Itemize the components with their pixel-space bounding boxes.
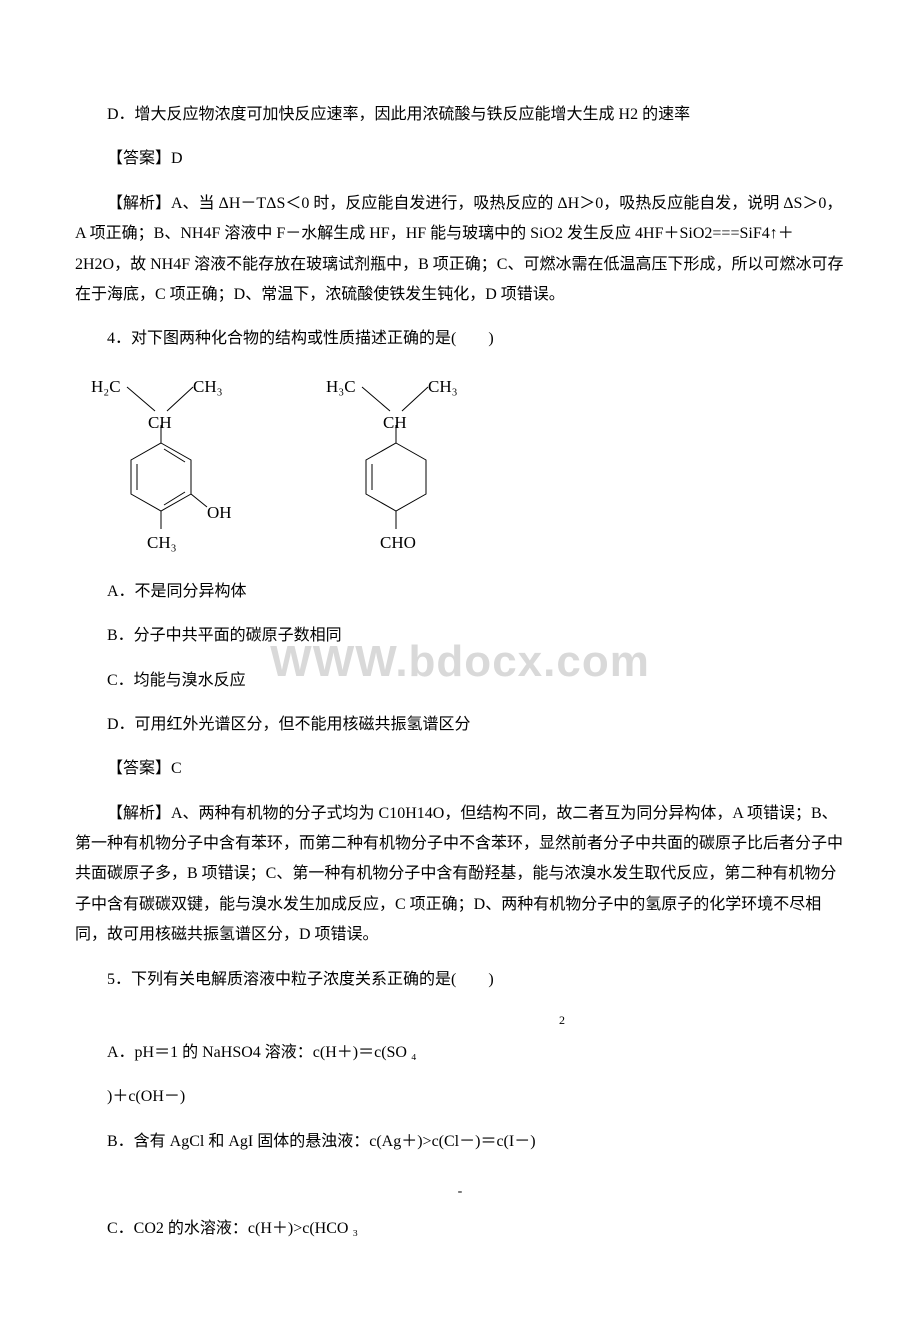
label-ch-2: CH (383, 407, 407, 439)
label-ch: CH (148, 407, 172, 439)
question-5: 5．下列有关电解质溶液中粒子浓度关系正确的是( ) (75, 965, 845, 995)
question-4: 4．对下图两种化合物的结构或性质描述正确的是( ) (75, 324, 845, 354)
answer-4: 【答案】C (75, 754, 845, 784)
q4-option-d: D．可用红外光谱区分，但不能用核磁共振氢谱区分 (75, 710, 845, 740)
q5-superscript-2: 2 (75, 1009, 565, 1032)
q4-option-b: B．分子中共平面的碳原子数相同 (75, 621, 845, 651)
answer-3: 【答案】D (75, 144, 845, 174)
structure-2: H₃C CH₃ CH CHO (320, 369, 490, 559)
label-h2c: H₂C (91, 371, 121, 403)
q5-option-b: B．含有 AgCl 和 AgI 固体的悬浊液：c(Ag＋)>c(Cl－)＝c(I… (75, 1127, 845, 1157)
q4-option-a: A．不是同分异构体 (75, 577, 845, 607)
structure-1: H₂C CH₃ CH OH CH₃ (85, 369, 255, 559)
q4-option-c: C．均能与溴水反应 (75, 666, 845, 696)
label-oh: OH (207, 497, 232, 529)
document-content: D．增大反应物浓度可加快反应速率，因此用浓硫酸与铁反应能增大生成 H2 的速率 … (75, 100, 845, 1244)
q5-option-c: C．CO2 的水溶液：c(H＋)>c(HCO ₃ (75, 1214, 845, 1244)
q5-option-a-line1: A．pH＝1 的 NaHSO4 溶液：c(H＋)＝c(SO ₄ (75, 1038, 845, 1068)
label-cho: CHO (380, 527, 416, 559)
label-ch3-top: CH₃ (193, 371, 223, 403)
explanation-4: 【解析】A、两种有机物的分子式均为 C10H14O，但结构不同，故二者互为同分异… (75, 799, 845, 951)
label-ch3-top-2: CH₃ (428, 371, 458, 403)
q5-option-a-line2: )＋c(OH－) (75, 1082, 845, 1112)
label-h3c: H₃C (326, 371, 356, 403)
q3-option-d: D．增大反应物浓度可加快反应速率，因此用浓硫酸与铁反应能增大生成 H2 的速率 (75, 100, 845, 130)
label-ch3-bot: CH₃ (147, 527, 177, 559)
center-dash: - (75, 1179, 845, 1206)
explanation-3: 【解析】A、当 ΔH－TΔS＜0 时，反应能自发进行，吸热反应的 ΔH＞0，吸热… (75, 189, 845, 311)
chemical-structures: H₂C CH₃ CH OH CH₃ H₃C CH₃ CH (85, 369, 845, 559)
